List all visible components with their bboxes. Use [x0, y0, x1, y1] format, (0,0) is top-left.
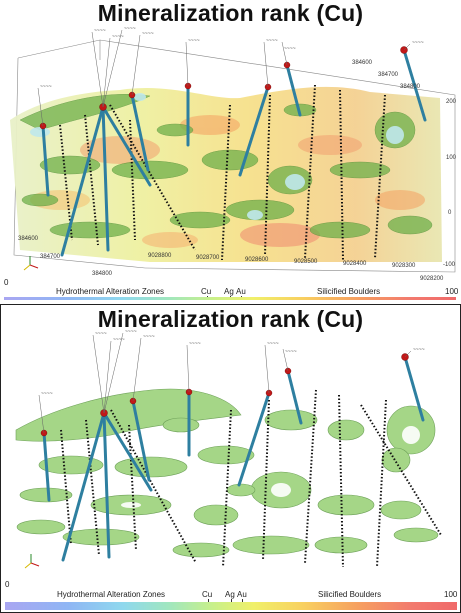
axis-top-tick: 384800 [400, 84, 421, 90]
svg-text:~~~~: ~~~~ [113, 337, 125, 343]
legend-label: Cu [201, 287, 212, 296]
axis-bottom-tick: 9028500 [294, 259, 318, 265]
legend-min: 0 [5, 580, 10, 589]
orientation-axes-icon [24, 554, 40, 569]
dotted-drill-traces [60, 389, 442, 568]
mineralization-3d-view[interactable]: ~~~~ ~~~~ ~~~~ ~~~~ ~~~~ ~~~~ ~~~~ ~~~~ … [0, 0, 461, 290]
svg-text:~~~~: ~~~~ [142, 31, 154, 37]
svg-text:~~~~: ~~~~ [125, 329, 137, 335]
axis-left-tick: 384700 [40, 254, 61, 260]
orientation-axes-icon [23, 256, 39, 271]
legend-label: Silicified Boulders [318, 590, 382, 599]
alteration-3d-view[interactable]: ~~~~ ~~~~ ~~~~ ~~~~ ~~~~ ~~~~ ~~~~ ~~~~ … [1, 305, 461, 585]
legend-color-bar [4, 297, 456, 300]
axis-bottom-tick: 9028200 [420, 276, 444, 282]
legend-label: Ag [225, 590, 235, 599]
drill-labels: ~~~~ ~~~~ ~~~~ ~~~~ ~~~~ ~~~~ ~~~~ ~~~~ … [41, 329, 425, 397]
legend-label: Hydrothermal Alteration Zones [56, 287, 165, 296]
legend-label: Au [236, 287, 246, 296]
dotted-drill-traces [59, 84, 386, 261]
legend-label: Cu [202, 590, 213, 599]
panel-title: Mineralization rank (Cu) [97, 0, 364, 26]
svg-text:~~~~: ~~~~ [266, 38, 278, 44]
svg-text:~~~~: ~~~~ [112, 34, 124, 40]
svg-text:~~~~: ~~~~ [143, 334, 155, 340]
axis-depth-tick: 0 [448, 210, 452, 216]
axis-top-tick: 384700 [378, 72, 399, 78]
axis-depth-tick: 100 [446, 155, 457, 161]
drill-label-leaders [37, 29, 411, 127]
legend-max: 100 [444, 590, 458, 599]
svg-text:~~~~: ~~~~ [413, 347, 425, 353]
axis-bottom-tick: 9028400 [343, 261, 367, 267]
legend-label: Silicified Boulders [317, 287, 381, 296]
legend-label: Hydrothermal Alteration Zones [57, 590, 166, 599]
bottom-panel: Mineralization rank (Cu) [0, 304, 461, 613]
axis-bottom-tick: 9028800 [148, 253, 172, 259]
legend-label: Au [237, 590, 247, 599]
axis-bottom-tick: 9028300 [392, 263, 416, 269]
axis-left-tick: 384600 [18, 236, 39, 242]
svg-text:~~~~: ~~~~ [124, 26, 136, 32]
axis-depth-tick: -100 [443, 262, 456, 268]
legend-label: Ag [224, 287, 234, 296]
panel-title: Mineralization rank (Cu) [97, 306, 364, 332]
svg-text:~~~~: ~~~~ [285, 349, 297, 355]
svg-text:~~~~: ~~~~ [40, 84, 52, 90]
svg-text:~~~~: ~~~~ [412, 40, 424, 46]
svg-text:~~~~: ~~~~ [267, 341, 279, 347]
axis-top-tick: 384600 [352, 60, 373, 66]
drill-labels: ~~~~ ~~~~ ~~~~ ~~~~ ~~~~ ~~~~ ~~~~ ~~~~ … [40, 26, 424, 90]
svg-text:~~~~: ~~~~ [95, 331, 107, 337]
drill-label-leaders [38, 332, 412, 434]
axis-bottom-tick: 9028700 [196, 255, 220, 261]
legend-max: 100 [445, 287, 459, 296]
legend-min: 0 [4, 278, 9, 287]
svg-text:~~~~: ~~~~ [284, 46, 296, 52]
axis-bottom-tick: 9028600 [245, 257, 269, 263]
body-holes [121, 426, 420, 508]
svg-text:~~~~: ~~~~ [94, 28, 106, 34]
drill-holes [42, 355, 425, 562]
legend-color-bar [5, 602, 457, 610]
drill-holes [41, 48, 427, 257]
axis-depth-tick: 200 [446, 99, 457, 105]
top-panel: Mineralization rank (Cu) [0, 0, 461, 300]
svg-text:~~~~: ~~~~ [41, 391, 53, 397]
svg-text:~~~~: ~~~~ [188, 38, 200, 44]
axis-left-tick: 384800 [92, 271, 113, 277]
svg-text:~~~~: ~~~~ [189, 341, 201, 347]
